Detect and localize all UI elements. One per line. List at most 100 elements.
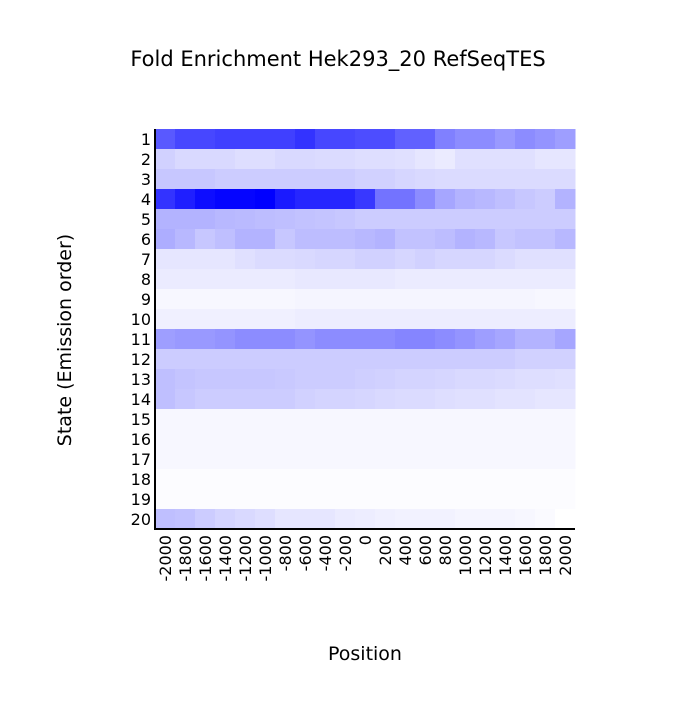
heatmap-cell xyxy=(555,389,576,410)
heatmap-cell xyxy=(295,149,316,170)
heatmap-cell xyxy=(455,149,476,170)
heatmap-cells xyxy=(155,129,576,530)
heatmap-cell xyxy=(175,269,196,290)
heatmap-cell xyxy=(395,369,416,390)
heatmap-cell xyxy=(455,229,476,250)
heatmap-cell xyxy=(435,429,456,450)
heatmap-cell xyxy=(255,209,276,230)
heatmap-cell xyxy=(475,249,496,270)
heatmap-cell xyxy=(215,309,236,330)
heatmap-cell xyxy=(155,509,176,530)
heatmap-cell xyxy=(175,409,196,430)
heatmap-cell xyxy=(395,269,416,290)
x-tick-label: 1000 xyxy=(456,535,475,576)
heatmap-cell xyxy=(195,169,216,190)
heatmap-cell xyxy=(195,369,216,390)
heatmap-cell xyxy=(315,229,336,250)
heatmap-cell xyxy=(175,289,196,310)
heatmap-cell xyxy=(415,289,436,310)
heatmap-cell xyxy=(315,309,336,330)
heatmap-cell xyxy=(355,249,376,270)
heatmap-cell xyxy=(255,389,276,410)
heatmap-cell xyxy=(155,169,176,190)
x-tick-label: 200 xyxy=(376,535,395,566)
heatmap-cell xyxy=(375,289,396,310)
heatmap-cell xyxy=(215,129,236,150)
heatmap-cell xyxy=(315,129,336,150)
heatmap-cell xyxy=(175,229,196,250)
heatmap-cell xyxy=(175,249,196,270)
heatmap-cell xyxy=(255,449,276,470)
heatmap-cell xyxy=(255,509,276,530)
heatmap-cell xyxy=(435,369,456,390)
heatmap-cell xyxy=(235,209,256,230)
heatmap-cell xyxy=(335,509,356,530)
heatmap-cell xyxy=(415,349,436,370)
heatmap-cell xyxy=(555,229,576,250)
heatmap-cell xyxy=(215,409,236,430)
heatmap-cell xyxy=(335,469,356,490)
heatmap-cell xyxy=(555,489,576,510)
heatmap-cell xyxy=(435,469,456,490)
heatmap-cell xyxy=(215,289,236,310)
heatmap-cell xyxy=(475,269,496,290)
heatmap-cell xyxy=(275,129,296,150)
heatmap-cell xyxy=(475,369,496,390)
heatmap-cell xyxy=(355,329,376,350)
y-tick-label: 17 xyxy=(131,450,151,469)
heatmap-cell xyxy=(515,189,536,210)
heatmap-cell xyxy=(155,449,176,470)
x-tick-label: -200 xyxy=(336,535,355,571)
heatmap-cell xyxy=(415,269,436,290)
heatmap-cell xyxy=(235,309,256,330)
y-tick-label: 3 xyxy=(141,170,151,189)
heatmap-cell xyxy=(215,209,236,230)
heatmap-cell xyxy=(375,369,396,390)
heatmap-cell xyxy=(455,309,476,330)
heatmap-cell xyxy=(355,429,376,450)
y-axis-label: State (Emission order) xyxy=(54,234,76,446)
heatmap-cell xyxy=(475,149,496,170)
heatmap-cell xyxy=(255,169,276,190)
heatmap-cell xyxy=(195,489,216,510)
heatmap-cell xyxy=(315,489,336,510)
heatmap-cell xyxy=(255,229,276,250)
heatmap-cell xyxy=(495,489,516,510)
heatmap-cell xyxy=(195,189,216,210)
heatmap-cell xyxy=(395,189,416,210)
heatmap-cell xyxy=(315,269,336,290)
heatmap-cell xyxy=(275,449,296,470)
heatmap-cell xyxy=(175,149,196,170)
heatmap-cell xyxy=(515,169,536,190)
heatmap-cell xyxy=(535,169,556,190)
heatmap-cell xyxy=(455,249,476,270)
heatmap-cell xyxy=(355,369,376,390)
heatmap-cell xyxy=(555,129,576,150)
heatmap-cell xyxy=(375,489,396,510)
heatmap-cell xyxy=(315,169,336,190)
heatmap-cell xyxy=(375,149,396,170)
heatmap-cell xyxy=(255,189,276,210)
heatmap-cell xyxy=(495,329,516,350)
heatmap-cell xyxy=(235,189,256,210)
heatmap-cell xyxy=(195,409,216,430)
heatmap-cell xyxy=(155,249,176,270)
heatmap-cell xyxy=(195,509,216,530)
heatmap-cell xyxy=(255,409,276,430)
heatmap-cell xyxy=(395,309,416,330)
heatmap-cell xyxy=(375,409,396,430)
heatmap-cell xyxy=(555,349,576,370)
heatmap-cell xyxy=(415,209,436,230)
heatmap-cell xyxy=(515,129,536,150)
heatmap-cell xyxy=(515,469,536,490)
y-tick-label: 11 xyxy=(131,330,151,349)
heatmap-cell xyxy=(395,149,416,170)
heatmap-cell xyxy=(535,189,556,210)
heatmap-cell xyxy=(495,309,516,330)
heatmap-cell xyxy=(515,269,536,290)
heatmap-cell xyxy=(195,209,216,230)
heatmap-cell xyxy=(475,389,496,410)
heatmap-cell xyxy=(375,209,396,230)
heatmap-cell xyxy=(375,269,396,290)
